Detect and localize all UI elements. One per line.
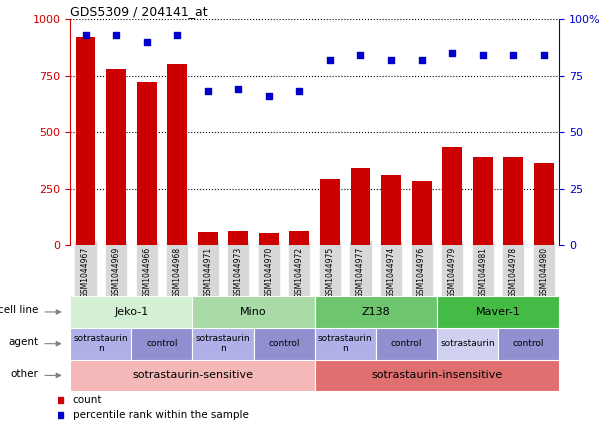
Text: other: other	[11, 369, 38, 379]
Bar	[106, 69, 126, 245]
Text: cell line: cell line	[0, 305, 38, 316]
Text: Jeko-1: Jeko-1	[114, 307, 148, 317]
Bar	[473, 157, 492, 245]
Point	[386, 56, 396, 63]
Bar	[167, 64, 187, 245]
Bar	[198, 232, 218, 245]
Bar	[259, 233, 279, 245]
Point	[478, 52, 488, 59]
Text: sotrastaurin-insensitive: sotrastaurin-insensitive	[371, 371, 502, 380]
Bar	[70, 296, 192, 328]
Point	[295, 88, 304, 95]
Bar	[131, 328, 192, 360]
Text: Z138: Z138	[361, 307, 390, 317]
Bar	[503, 157, 523, 245]
Bar	[137, 82, 156, 245]
Bar	[76, 37, 95, 245]
Point	[142, 38, 152, 45]
Bar	[534, 163, 554, 245]
Point	[233, 86, 243, 93]
Point	[539, 52, 549, 59]
Point	[81, 31, 90, 38]
Text: Maver-1: Maver-1	[475, 307, 521, 317]
Bar	[192, 296, 315, 328]
Bar	[320, 179, 340, 245]
Bar	[315, 296, 437, 328]
Point	[356, 52, 365, 59]
Point	[325, 56, 335, 63]
Text: Mino: Mino	[240, 307, 267, 317]
Bar	[412, 181, 431, 245]
Text: control: control	[390, 339, 422, 348]
Bar	[315, 328, 376, 360]
Bar	[376, 328, 437, 360]
Bar	[437, 296, 559, 328]
Point	[447, 49, 457, 56]
Text: sotrastaurin
n: sotrastaurin n	[73, 334, 128, 353]
Point	[508, 52, 518, 59]
Bar	[315, 360, 559, 391]
Text: sotrastaurin: sotrastaurin	[440, 339, 495, 348]
Bar	[351, 168, 370, 245]
Text: sotrastaurin-sensitive: sotrastaurin-sensitive	[132, 371, 253, 380]
Text: control: control	[146, 339, 178, 348]
Text: percentile rank within the sample: percentile rank within the sample	[73, 410, 249, 420]
Bar	[437, 328, 498, 360]
Text: control: control	[268, 339, 300, 348]
Bar	[290, 231, 309, 245]
Text: GDS5309 / 204141_at: GDS5309 / 204141_at	[70, 5, 208, 18]
Point	[264, 93, 274, 99]
Point	[203, 88, 213, 95]
Text: sotrastaurin
n: sotrastaurin n	[196, 334, 251, 353]
Text: agent: agent	[9, 337, 38, 347]
Text: control: control	[513, 339, 544, 348]
Point	[172, 31, 182, 38]
Point	[417, 56, 426, 63]
Bar	[70, 360, 315, 391]
Bar	[498, 328, 559, 360]
Bar	[70, 328, 131, 360]
Text: count: count	[73, 395, 102, 405]
Bar	[229, 231, 248, 245]
Bar	[192, 328, 254, 360]
Bar	[442, 147, 462, 245]
Point	[111, 31, 121, 38]
Text: sotrastaurin
n: sotrastaurin n	[318, 334, 373, 353]
Bar	[381, 175, 401, 245]
Bar	[254, 328, 315, 360]
